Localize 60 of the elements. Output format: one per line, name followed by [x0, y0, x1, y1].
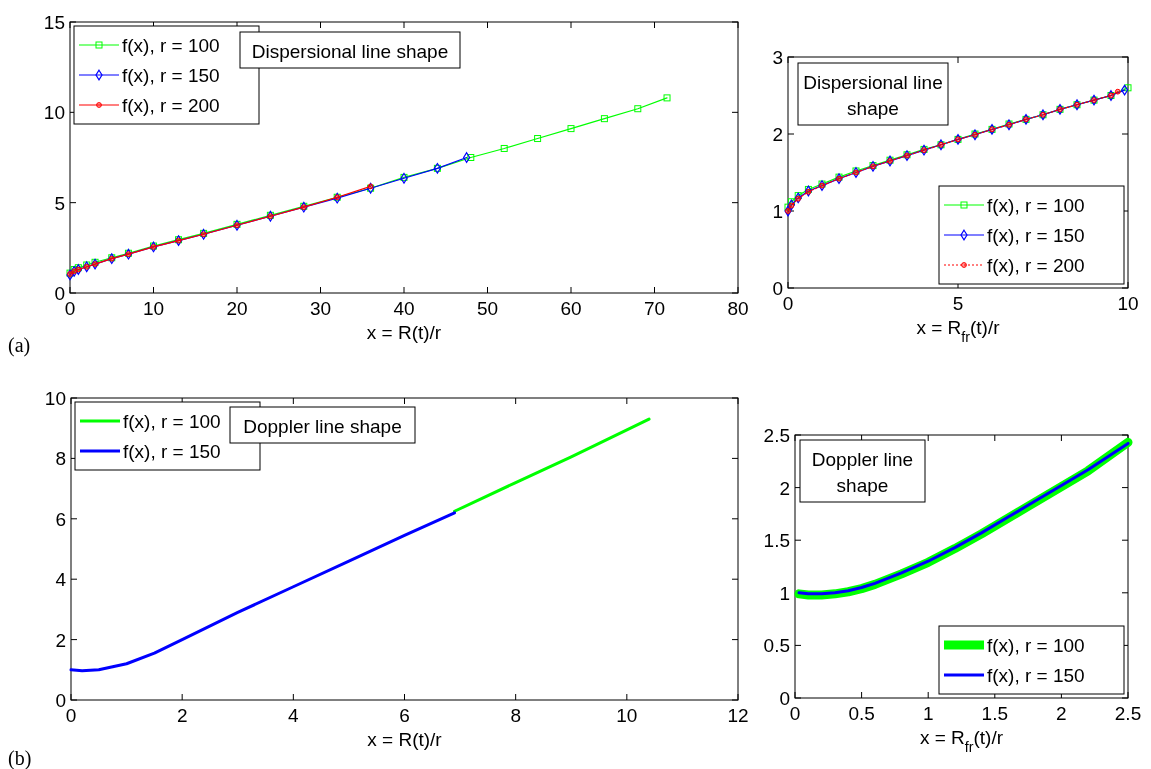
x-tick-label: 2 — [1056, 703, 1067, 724]
x-tick-label: 2 — [176, 705, 188, 726]
x-tick-label: 8 — [510, 705, 521, 726]
y-tick-label: 2 — [772, 124, 783, 145]
x-tick-label: 4 — [288, 705, 300, 726]
legend-label: f(x), r = 100 — [123, 411, 221, 432]
y-tick-label: 2 — [55, 629, 66, 651]
y-tick-label: 5 — [54, 192, 65, 214]
x-tick-label: 12 — [727, 705, 749, 726]
legend-label: f(x), r = 150 — [987, 225, 1085, 246]
x-tick-label: 30 — [309, 298, 332, 319]
x-tick-label: 40 — [393, 298, 415, 319]
legend-label: f(x), r = 150 — [123, 441, 221, 462]
annotation: Dispersional line shape — [803, 72, 943, 119]
x-axis-title: x = R(t)/r — [367, 729, 443, 750]
y-tick-label: 1 — [772, 201, 783, 222]
x-axis-title: x = R(t)/r — [366, 322, 442, 343]
y-tick-label: 10 — [43, 102, 65, 124]
y-tick-label: 2.5 — [763, 425, 790, 446]
x-tick-label: 1.5 — [981, 703, 1009, 724]
y-tick-label: 4 — [55, 569, 67, 591]
x-axis-title: x = R$_{fr}$(t)/r — [919, 727, 1004, 755]
x-tick-label: 6 — [399, 705, 410, 726]
y-tick-label: 0 — [779, 688, 790, 709]
x-tick-label: 10 — [616, 705, 638, 726]
x-axis-title: x = R$_{fr}$(t)/r — [916, 317, 1001, 345]
x-tick-label: 1 — [922, 703, 934, 724]
legend-label: f(x), r = 200 — [987, 255, 1085, 276]
x-tick-label: 60 — [560, 298, 582, 319]
legend-label: f(x), r = 100 — [987, 635, 1085, 656]
y-tick-label: 15 — [43, 12, 65, 33]
annotation: Dispersional line shape — [251, 41, 449, 62]
y-tick-label: 0 — [772, 278, 783, 299]
text: (a) — [8, 334, 31, 357]
x-tick-label: 5 — [952, 293, 964, 314]
y-tick-label: 3 — [772, 47, 783, 68]
x-tick-label: 80 — [727, 298, 749, 319]
y-tick-label: 0 — [55, 690, 66, 711]
x-tick-label: 10 — [1117, 293, 1139, 314]
x-tick-label: 0.5 — [848, 703, 875, 724]
y-tick-label: 1 — [779, 582, 790, 604]
x-tick-label: 50 — [476, 298, 499, 319]
y-tick-label: 10 — [44, 388, 66, 409]
annotation: Doppler line shape — [811, 449, 914, 496]
text: (b) — [8, 747, 32, 769]
legend-label: f(x), r = 100 — [987, 195, 1085, 216]
y-tick-label: 8 — [55, 448, 66, 470]
x-tick-label: 10 — [142, 298, 165, 319]
legend-label: f(x), r = 150 — [122, 65, 220, 86]
annotation: Doppler line shape — [243, 416, 402, 437]
y-tick-label: 6 — [55, 508, 66, 530]
legend-label: f(x), r = 200 — [122, 95, 220, 116]
y-tick-label: 0.5 — [763, 635, 790, 657]
legend-label: f(x), r = 150 — [987, 665, 1085, 686]
x-tick-label: 2.5 — [1114, 703, 1142, 724]
x-tick-label: 20 — [226, 298, 248, 319]
y-tick-label: 1.5 — [763, 530, 790, 552]
x-tick-label: 70 — [643, 298, 666, 319]
legend-label: f(x), r = 100 — [122, 35, 220, 56]
y-tick-label: 2 — [779, 477, 790, 499]
